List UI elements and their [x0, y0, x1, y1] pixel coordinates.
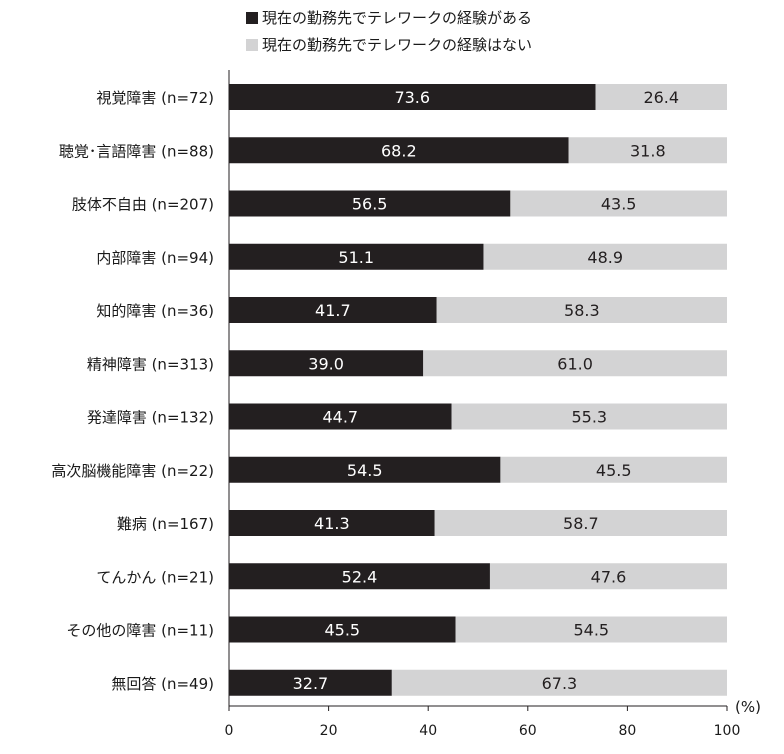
legend-label-no: 現在の勤務先でテレワークの経験はない: [262, 35, 533, 54]
x-tick-label: 0: [225, 723, 234, 739]
bar-yes: [229, 297, 437, 323]
data-label-yes: 39.0: [308, 354, 344, 373]
bar-no: [500, 456, 727, 483]
category-label: 発達障害 (n=132): [87, 409, 214, 427]
bar-yes: [229, 669, 392, 696]
category-label: 精神障害 (n=313): [87, 355, 214, 373]
bar-yes: [229, 403, 452, 430]
bar-yes: [229, 243, 484, 270]
category-label: 肢体不自由 (n=207): [72, 196, 214, 214]
bar-yes: [229, 137, 569, 164]
bar-no: [568, 137, 727, 164]
bar-no: [510, 190, 727, 217]
unit-label: (%): [735, 698, 761, 716]
bar-no: [436, 297, 727, 323]
data-label-yes: 44.7: [322, 408, 358, 427]
category-label: 聴覚･言語障害 (n=88): [59, 142, 214, 160]
data-label-yes: 52.4: [342, 567, 378, 586]
data-label-no: 48.9: [587, 248, 623, 267]
bar-yes: [229, 84, 596, 110]
bar-no: [423, 350, 727, 377]
data-label-no: 31.8: [630, 141, 666, 160]
data-label-yes: 32.7: [293, 674, 329, 693]
bar-no: [489, 563, 727, 590]
bar-yes: [229, 510, 435, 536]
bar-yes: [229, 350, 424, 377]
x-tick-label: 80: [618, 723, 636, 739]
bar-no: [455, 616, 727, 643]
category-label: 知的障害 (n=36): [96, 302, 214, 320]
legend-item-yes: 現在の勤務先でテレワークの経験がある: [246, 4, 532, 31]
data-label-no: 47.6: [591, 567, 627, 586]
x-tick-label: 20: [320, 723, 338, 739]
bar-yes: [229, 616, 456, 643]
data-label-yes: 73.6: [394, 88, 430, 107]
bar-yes: [229, 190, 511, 217]
data-label-no: 55.3: [571, 408, 607, 427]
data-label-no: 45.5: [596, 461, 632, 480]
x-tick-label: 100: [714, 723, 741, 739]
data-label-no: 58.3: [564, 301, 600, 320]
data-label-yes: 54.5: [347, 461, 383, 480]
bar-yes: [229, 563, 490, 590]
legend-item-no: 現在の勤務先でテレワークの経験はない: [246, 31, 532, 58]
x-tick-label: 60: [519, 723, 537, 739]
bar-yes: [229, 456, 501, 483]
category-label: 難病 (n=167): [117, 515, 214, 533]
data-label-yes: 51.1: [338, 248, 374, 267]
category-label: 内部障害 (n=94): [96, 249, 214, 267]
legend-label-yes: 現在の勤務先でテレワークの経験がある: [262, 8, 533, 27]
category-label: 無回答 (n=49): [111, 675, 214, 693]
bar-no: [434, 510, 727, 536]
category-label: てんかん (n=21): [96, 568, 214, 586]
data-label-yes: 41.3: [314, 514, 350, 533]
data-label-no: 61.0: [557, 354, 593, 373]
data-label-no: 26.4: [643, 88, 679, 107]
data-label-yes: 41.7: [315, 301, 351, 320]
legend: 現在の勤務先でテレワークの経験がある 現在の勤務先でテレワークの経験はない: [246, 4, 532, 58]
data-label-no: 54.5: [573, 621, 609, 640]
bar-no: [451, 403, 727, 430]
category-label: その他の障害 (n=11): [66, 622, 214, 640]
x-tick-label: 40: [419, 723, 437, 739]
data-label-yes: 56.5: [352, 195, 388, 214]
legend-swatch-no: [246, 38, 258, 51]
category-label: 視覚障害 (n=72): [96, 89, 214, 107]
data-label-no: 58.7: [563, 514, 599, 533]
legend-swatch-yes: [246, 11, 258, 24]
bar-no: [595, 84, 727, 110]
data-label-no: 43.5: [601, 195, 637, 214]
data-label-yes: 68.2: [381, 141, 417, 160]
category-label: 高次脳機能障害 (n=22): [51, 462, 214, 480]
data-label-yes: 45.5: [324, 621, 360, 640]
bar-no: [483, 243, 727, 270]
bar-no: [391, 669, 727, 696]
data-label-no: 67.3: [542, 674, 578, 693]
